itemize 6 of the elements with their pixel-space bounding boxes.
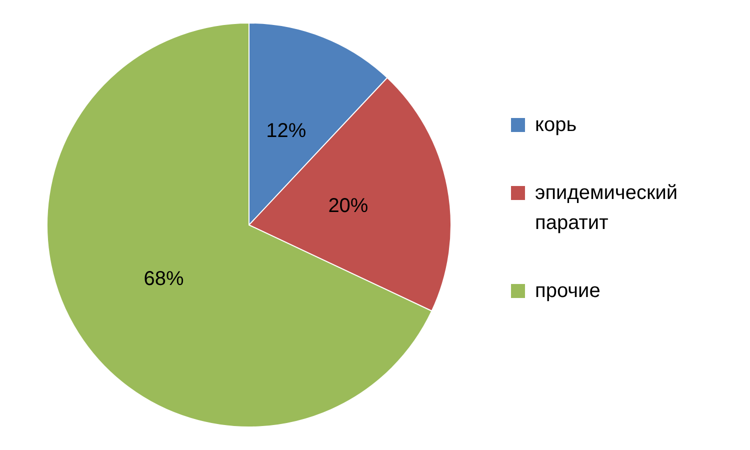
data-label: 68% — [144, 268, 184, 290]
legend-label: прочие — [535, 280, 600, 302]
legend-label: эпидемический паратит — [535, 182, 678, 234]
data-label: 12% — [266, 120, 306, 142]
data-label: 20% — [328, 195, 368, 218]
legend-label: корь — [535, 114, 577, 136]
